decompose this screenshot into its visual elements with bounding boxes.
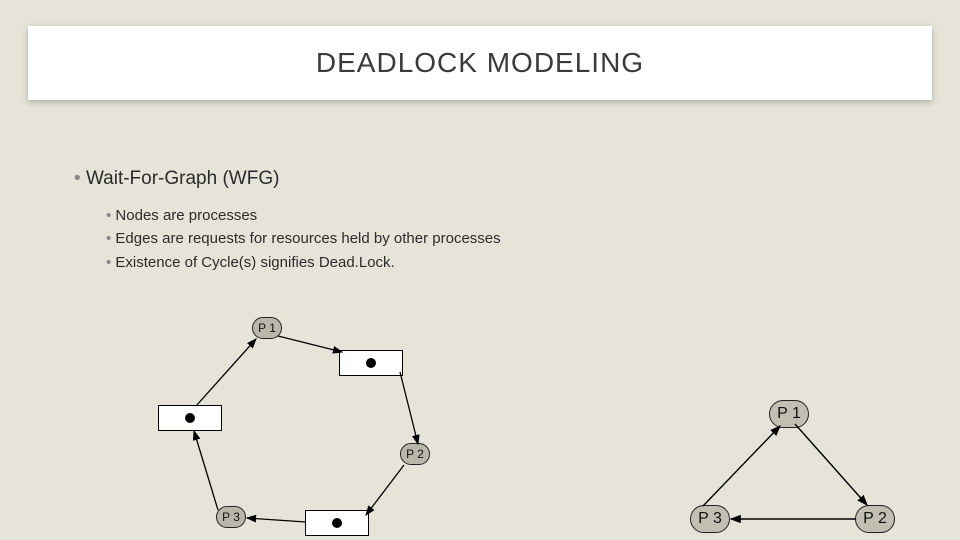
resource-box-r3 — [305, 510, 369, 536]
title-bar: DEADLOCK MODELING — [28, 26, 932, 100]
edge-arrow — [196, 339, 256, 406]
main-bullet: Wait-For-Graph (WFG) — [74, 168, 279, 190]
edge-arrow — [194, 431, 218, 510]
process-node-p1-left: P 1 — [252, 317, 282, 339]
resource-box-r1 — [339, 350, 403, 376]
process-node-p3-right: P 3 — [690, 505, 730, 533]
process-node-p2-left: P 2 — [400, 443, 430, 465]
edge-arrow — [795, 424, 867, 505]
resource-dot-icon — [366, 358, 376, 368]
process-node-p3-left: P 3 — [216, 506, 246, 528]
process-node-p2-right: P 2 — [855, 505, 895, 533]
edge-arrow — [703, 426, 780, 506]
edge-arrow — [366, 465, 404, 515]
sub-bullet-2: Edges are requests for resources held by… — [106, 227, 501, 250]
resource-box-r2 — [158, 405, 222, 431]
sub-bullet-1: Nodes are processes — [106, 204, 501, 227]
slide-title: DEADLOCK MODELING — [316, 47, 644, 79]
resource-dot-icon — [185, 413, 195, 423]
edge-arrow — [278, 336, 342, 352]
edge-arrow — [247, 518, 306, 522]
edge-arrow — [400, 372, 418, 444]
sub-bullet-list: Nodes are processes Edges are requests f… — [106, 204, 501, 274]
process-node-p1-right: P 1 — [769, 400, 809, 428]
sub-bullet-3: Existence of Cycle(s) signifies Dead.Loc… — [106, 251, 501, 274]
resource-dot-icon — [332, 518, 342, 528]
